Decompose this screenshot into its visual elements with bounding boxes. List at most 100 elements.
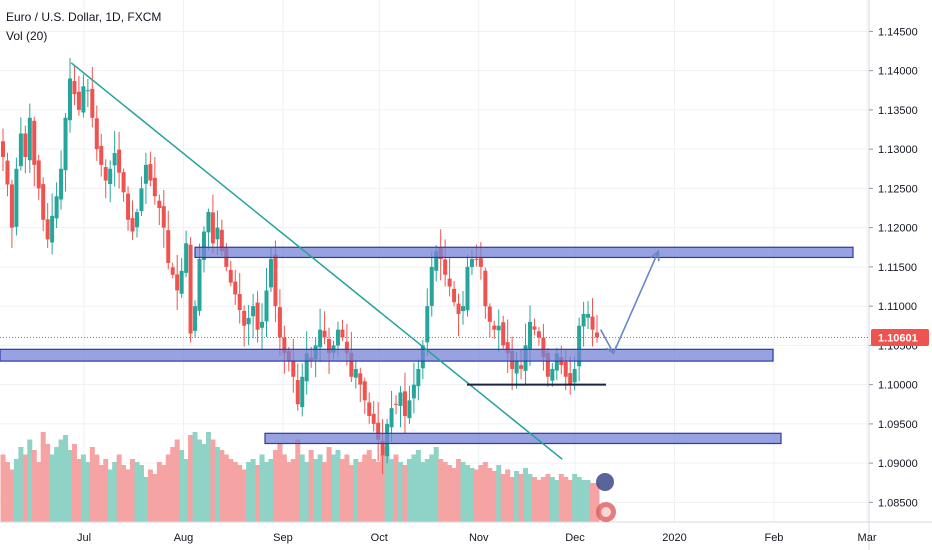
- volume-bar: [371, 459, 377, 522]
- volume-indicator-label[interactable]: Vol (20): [6, 29, 48, 43]
- price-axis[interactable]: 1.085001.090001.095001.100001.105001.110…: [869, 26, 918, 509]
- candle-body: [161, 206, 166, 228]
- volume-bar: [357, 462, 363, 522]
- candle-body: [483, 270, 488, 307]
- candle-body: [264, 290, 269, 322]
- candle-body: [1, 141, 5, 157]
- resistance-zone: [194, 246, 854, 259]
- candle-body: [563, 362, 568, 377]
- volume-bar: [473, 469, 479, 522]
- volume-bar: [509, 477, 515, 522]
- volume-bar: [71, 444, 77, 522]
- volume-bar: [563, 477, 569, 522]
- candle-body: [340, 329, 345, 338]
- candle-body: [496, 325, 501, 331]
- candle-body: [536, 331, 541, 338]
- volume-bar: [482, 462, 488, 522]
- volume-bar: [500, 474, 506, 522]
- volume-bar: [272, 450, 278, 522]
- projection-dip-arrow: [606, 344, 618, 355]
- candle-body: [184, 243, 189, 273]
- volume-bar: [36, 462, 42, 522]
- volume-bar: [18, 447, 24, 522]
- time-tick-label: Nov: [469, 532, 489, 544]
- candle-body: [532, 326, 537, 330]
- candle-body: [367, 402, 372, 417]
- chart-legend[interactable]: Euro / U.S. Dollar, 1D, FXCM Vol (20): [6, 8, 161, 46]
- candle-body: [389, 408, 394, 428]
- volume-bar: [290, 459, 296, 522]
- volume-bar: [402, 465, 408, 522]
- candle-body: [407, 400, 412, 419]
- candle-body: [322, 330, 327, 338]
- candle-body: [487, 306, 492, 322]
- candle-body: [452, 288, 457, 303]
- volume-bar: [585, 480, 591, 522]
- volume-bar: [339, 459, 345, 522]
- candle-body: [519, 365, 524, 369]
- volume-bar: [286, 462, 292, 522]
- current-price-label: 1.10601: [878, 332, 918, 344]
- time-tick-label: Feb: [764, 532, 783, 544]
- volume-bar: [576, 477, 582, 522]
- volume-bar: [380, 454, 386, 522]
- candle-body: [443, 259, 448, 275]
- volume-bar: [335, 450, 341, 522]
- volume-bar: [531, 477, 537, 522]
- volume-bar: [54, 447, 60, 522]
- volume-bar: [460, 462, 466, 522]
- symbol-title[interactable]: Euro / U.S. Dollar, 1D, FXCM: [6, 10, 162, 24]
- candle-body: [550, 368, 555, 381]
- volume-bar: [438, 459, 444, 522]
- volume-bar: [58, 439, 64, 522]
- candle-body: [67, 78, 72, 121]
- time-tick-label: Aug: [174, 532, 194, 544]
- volume-bar: [156, 462, 162, 522]
- volume-bar: [134, 462, 140, 522]
- candle-body: [358, 373, 363, 385]
- volume-bar: [366, 450, 372, 522]
- volume-bar: [317, 454, 323, 522]
- candle-body: [9, 184, 14, 228]
- time-tick-label: Jul: [77, 532, 91, 544]
- volume-bar: [228, 459, 234, 522]
- volume-bar: [527, 474, 533, 522]
- candle-body: [362, 381, 367, 401]
- candle-body: [398, 392, 403, 406]
- candle-body: [541, 337, 546, 358]
- candle-body: [5, 160, 10, 185]
- candle-body: [335, 329, 340, 346]
- candle-body: [32, 120, 37, 165]
- candle-body: [121, 172, 126, 193]
- candle-body: [572, 368, 577, 383]
- volume-bar: [545, 474, 551, 522]
- candle-body: [206, 211, 211, 233]
- line-drawings[interactable]: [70, 62, 660, 460]
- volume-bar: [0, 454, 6, 522]
- volume-bar: [94, 454, 100, 522]
- candle-body: [126, 193, 131, 220]
- candle-body: [99, 145, 104, 165]
- volume-bar: [9, 469, 15, 522]
- volume-bar: [13, 459, 19, 522]
- time-tick-label: Dec: [565, 532, 585, 544]
- volume-bar: [322, 462, 328, 522]
- volume-bar: [31, 450, 37, 522]
- zone-drawings[interactable]: [0, 246, 854, 445]
- candle-body: [175, 274, 180, 291]
- time-axis[interactable]: Jul Aug Sep Oct Nov Dec 2020 Feb Mar: [77, 532, 877, 544]
- volume-bar: [22, 454, 28, 522]
- price-tick-label: 1.08500: [878, 497, 918, 509]
- volume-bar: [451, 468, 457, 522]
- candle-body: [505, 342, 510, 354]
- candle-body: [23, 133, 28, 157]
- volume-bar: [4, 462, 10, 522]
- candle-body: [394, 403, 399, 405]
- volume-bar: [540, 477, 546, 522]
- volume-bar: [590, 483, 596, 522]
- volume-bar: [536, 480, 542, 522]
- candle-body: [492, 325, 497, 330]
- candle-body: [18, 133, 23, 167]
- volume-bar: [223, 454, 229, 522]
